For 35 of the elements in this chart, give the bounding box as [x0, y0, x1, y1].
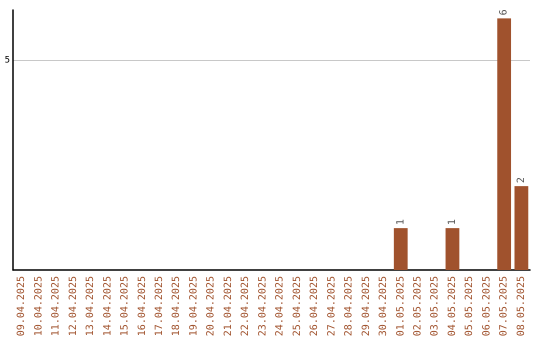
- x-tick-label: 03.05.2025: [430, 276, 441, 336]
- x-tick-label: 08.05.2025: [516, 276, 527, 336]
- x-tick-label: 04.05.2025: [446, 276, 458, 336]
- x-tick-label: 21.04.2025: [222, 276, 234, 336]
- x-tick-label: 01.05.2025: [395, 276, 406, 336]
- x-tick-label: 30.04.2025: [378, 276, 390, 336]
- data-label: 2: [516, 177, 527, 184]
- x-tick-label: 20.04.2025: [206, 276, 217, 336]
- x-tick-label: 10.04.2025: [33, 276, 44, 336]
- x-tick-label: 18.04.2025: [171, 276, 182, 336]
- x-tick-label: 26.04.2025: [309, 276, 320, 336]
- x-tick-label: 15.04.2025: [120, 276, 131, 336]
- x-tick-label: 16.04.2025: [136, 276, 148, 336]
- x-tick-label: 02.05.2025: [412, 276, 424, 336]
- y-tick-label: 5: [4, 55, 10, 66]
- x-tick-label: 27.04.2025: [326, 276, 338, 336]
- data-label: 1: [446, 219, 458, 226]
- x-tick-label: 09.04.2025: [16, 276, 28, 336]
- x-tick-label: 29.04.2025: [360, 276, 372, 336]
- x-tick-label: 07.05.2025: [498, 276, 510, 336]
- x-tick-label: 14.04.2025: [102, 276, 114, 336]
- x-tick-label: 06.05.2025: [481, 276, 492, 336]
- x-tick-label: 12.04.2025: [68, 276, 79, 336]
- x-tick-label: 17.04.2025: [154, 276, 165, 336]
- x-tick-label: 22.04.2025: [240, 276, 252, 336]
- x-tick-label: 24.04.2025: [274, 276, 286, 336]
- x-tick-label: 28.04.2025: [344, 276, 355, 336]
- x-tick-label: 13.04.2025: [85, 276, 96, 336]
- data-label: 1: [395, 219, 406, 226]
- data-label: 6: [498, 9, 510, 16]
- x-tick-label: 11.04.2025: [50, 276, 62, 336]
- x-tick-label: 25.04.2025: [292, 276, 303, 336]
- x-tick-label: 05.05.2025: [464, 276, 476, 336]
- x-tick-label: 19.04.2025: [188, 276, 200, 336]
- x-tick-label: 23.04.2025: [257, 276, 268, 336]
